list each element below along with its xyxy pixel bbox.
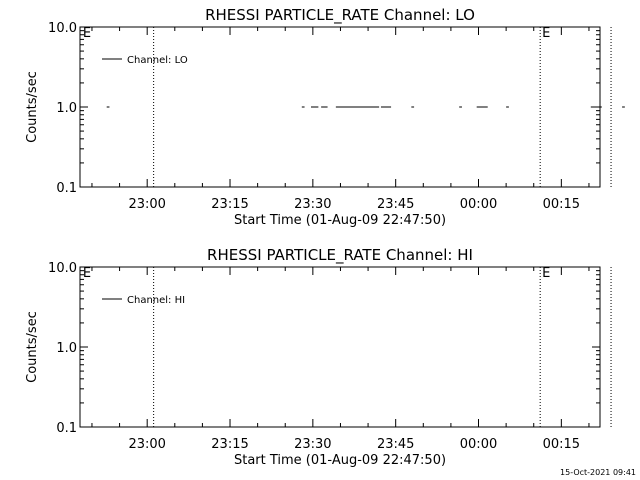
x-tick-label: 23:15 bbox=[211, 197, 248, 212]
x-tick-label: 00:15 bbox=[543, 437, 580, 452]
chart-title: RHESSI PARTICLE_RATE Channel: HI bbox=[207, 246, 473, 265]
x-tick-label: 23:15 bbox=[211, 437, 248, 452]
event-marker-label: E bbox=[542, 26, 550, 41]
panel-hi: RHESSI PARTICLE_RATE Channel: HI Counts/s… bbox=[25, 246, 612, 468]
x-tick-label: 23:45 bbox=[377, 437, 414, 452]
legend-entry: Channel: HI bbox=[127, 295, 185, 306]
event-marker-label: E bbox=[542, 266, 550, 281]
y-tick-label: 0.1 bbox=[56, 181, 77, 196]
event-marker-label: E bbox=[83, 266, 91, 281]
x-tick-label: 23:30 bbox=[294, 197, 331, 212]
y-tick-label: 0.1 bbox=[56, 421, 77, 436]
y-tick-label: 10.0 bbox=[48, 261, 77, 276]
y-tick-label: 10.0 bbox=[48, 21, 77, 36]
event-marker-label: E bbox=[83, 26, 91, 41]
x-axis-label: Start Time (01-Aug-09 22:47:50) bbox=[234, 213, 446, 228]
y-axis-label: Counts/sec bbox=[25, 71, 40, 143]
chart-title: RHESSI PARTICLE_RATE Channel: LO bbox=[205, 6, 475, 25]
x-tick-label: 23:00 bbox=[128, 197, 165, 212]
legend-entry: Channel: LO bbox=[127, 55, 188, 66]
panel-lo: RHESSI PARTICLE_RATE Channel: LO Counts/s… bbox=[25, 6, 625, 228]
y-tick-label: 1.0 bbox=[56, 341, 77, 356]
x-tick-label: 00:00 bbox=[460, 197, 497, 212]
plot-frame bbox=[79, 266, 601, 428]
x-tick-label: 23:00 bbox=[128, 437, 165, 452]
x-tick-label: 23:30 bbox=[294, 437, 331, 452]
x-tick-label: 00:15 bbox=[543, 197, 580, 212]
y-tick-label: 1.0 bbox=[56, 101, 77, 116]
x-tick-label: 00:00 bbox=[460, 437, 497, 452]
x-axis-label: Start Time (01-Aug-09 22:47:50) bbox=[234, 453, 446, 468]
x-tick-label: 23:45 bbox=[377, 197, 414, 212]
y-axis-label: Counts/sec bbox=[25, 311, 40, 383]
footer-timestamp: 15-Oct-2021 09:41 bbox=[560, 468, 636, 477]
